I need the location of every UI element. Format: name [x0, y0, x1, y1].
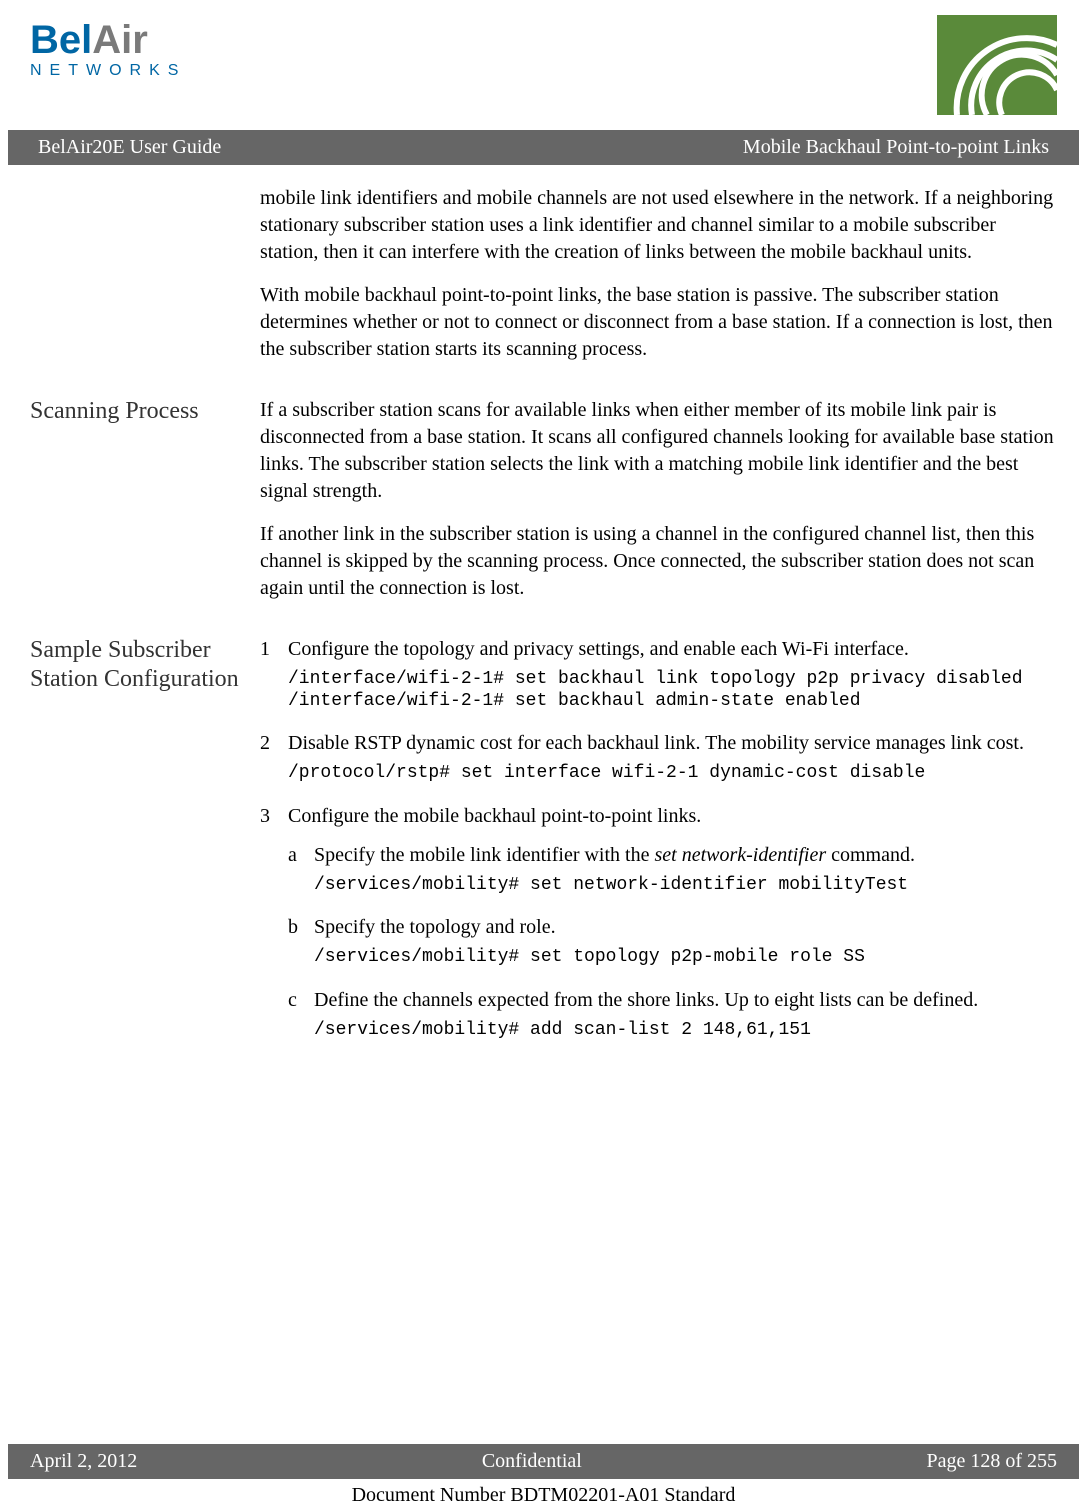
scanning-row: Scanning Process If a subscriber station… — [30, 397, 1057, 618]
step-marker: 2 — [260, 730, 288, 789]
logo-sub-text: NETWORKS — [30, 62, 186, 80]
substep-a: a Specify the mobile link identifier wit… — [288, 842, 1057, 901]
substep-cmd: set network-identifier — [654, 844, 826, 866]
substep-text-pre: Specify the mobile link identifier with … — [314, 844, 654, 866]
substep-content: Specify the topology and role. /services… — [314, 914, 1057, 973]
intro-para1: mobile link identifiers and mobile chann… — [260, 185, 1057, 266]
step-1: 1 Configure the topology and privacy set… — [260, 636, 1057, 716]
substep-code: /services/mobility# set network-identifi… — [314, 875, 1057, 897]
substep-marker: c — [288, 987, 314, 1046]
step-content: Configure the mobile backhaul point-to-p… — [288, 803, 1057, 1060]
intro-row: mobile link identifiers and mobile chann… — [30, 185, 1057, 379]
intro-body: mobile link identifiers and mobile chann… — [260, 185, 1057, 379]
logo-belair: BelAir NETWORKS — [30, 20, 186, 80]
intro-heading-empty — [30, 185, 260, 379]
logo-part-air: Air — [92, 18, 148, 62]
title-bar: BelAir20E User Guide Mobile Backhaul Poi… — [8, 130, 1079, 165]
content-area: mobile link identifiers and mobile chann… — [0, 165, 1087, 1112]
step-text: Configure the mobile backhaul point-to-p… — [288, 805, 701, 827]
scanning-para1: If a subscriber station scans for availa… — [260, 397, 1057, 505]
title-right: Mobile Backhaul Point-to-point Links — [743, 136, 1049, 159]
substep-marker: a — [288, 842, 314, 901]
step-content: Disable RSTP dynamic cost for each backh… — [288, 730, 1057, 789]
sample-body: 1 Configure the topology and privacy set… — [260, 636, 1057, 1074]
step-2: 2 Disable RSTP dynamic cost for each bac… — [260, 730, 1057, 789]
step-3: 3 Configure the mobile backhaul point-to… — [260, 803, 1057, 1060]
footer-date: April 2, 2012 — [30, 1450, 137, 1473]
sample-row: Sample Subscriber Station Configuration … — [30, 636, 1057, 1074]
step-text: Disable RSTP dynamic cost for each backh… — [288, 732, 1024, 754]
doc-number: Document Number BDTM02201-A01 Standard — [0, 1484, 1087, 1507]
steps-list: 1 Configure the topology and privacy set… — [260, 636, 1057, 1060]
scanning-body: If a subscriber station scans for availa… — [260, 397, 1057, 618]
substep-text-post: command. — [826, 844, 915, 866]
substep-marker: b — [288, 914, 314, 973]
step-marker: 3 — [260, 803, 288, 1060]
step-text: Configure the topology and privacy setti… — [288, 638, 909, 660]
step-content: Configure the topology and privacy setti… — [288, 636, 1057, 716]
substep-code: /services/mobility# add scan-list 2 148,… — [314, 1020, 1057, 1042]
scanning-para2: If another link in the subscriber statio… — [260, 521, 1057, 602]
footer-page: Page 128 of 255 — [926, 1450, 1057, 1473]
substep-text: Specify the topology and role. — [314, 916, 556, 938]
step-code: /protocol/rstp# set interface wifi-2-1 d… — [288, 763, 1057, 785]
substep-code: /services/mobility# set topology p2p-mob… — [314, 947, 1057, 969]
intro-para2: With mobile backhaul point-to-point link… — [260, 282, 1057, 363]
logo-main-text: BelAir — [30, 20, 148, 60]
title-left: BelAir20E User Guide — [38, 136, 221, 159]
logo-part-bel: Bel — [30, 18, 92, 62]
step-code: /interface/wifi-2-1# set backhaul link t… — [288, 669, 1057, 712]
footer-classification: Confidential — [482, 1450, 582, 1473]
substep-c: c Define the channels expected from the … — [288, 987, 1057, 1046]
substep-b: b Specify the topology and role. /servic… — [288, 914, 1057, 973]
sample-heading: Sample Subscriber Station Configuration — [30, 636, 260, 1074]
logo-arc-icon — [937, 15, 1057, 120]
scanning-heading: Scanning Process — [30, 397, 260, 618]
footer-bar: April 2, 2012 Confidential Page 128 of 2… — [8, 1444, 1079, 1479]
substep-content: Define the channels expected from the sh… — [314, 987, 1057, 1046]
step-marker: 1 — [260, 636, 288, 716]
substeps-list: a Specify the mobile link identifier wit… — [288, 842, 1057, 1046]
page-header: BelAir NETWORKS — [0, 0, 1087, 130]
substep-content: Specify the mobile link identifier with … — [314, 842, 1057, 901]
substep-text: Define the channels expected from the sh… — [314, 989, 978, 1011]
